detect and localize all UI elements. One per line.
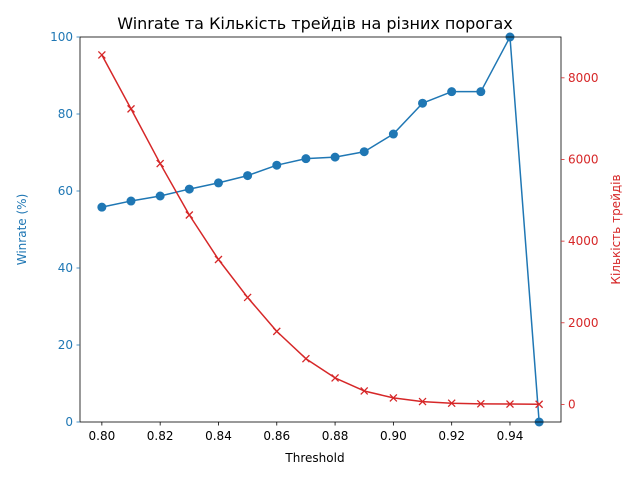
series-1-point: [418, 98, 428, 108]
series-2-line: [101, 54, 540, 405]
series-2-point: [331, 373, 340, 382]
x-tick-label: 0.94: [497, 429, 524, 443]
series-2-point: [156, 159, 165, 168]
series-2-point: [272, 327, 281, 336]
series-2-point: [214, 255, 223, 264]
series-2-point: [185, 211, 194, 219]
series-2-point: [447, 399, 456, 408]
series-2-point: [243, 293, 252, 302]
x-tick-label: 0.86: [263, 429, 290, 443]
series-2-point: [535, 400, 544, 409]
series-1-point: [184, 184, 194, 194]
y-left-tick-label: 0: [65, 415, 73, 429]
series-2-point: [97, 51, 106, 59]
y-left-tick-label: 20: [58, 338, 73, 352]
series-2-point: [127, 104, 135, 113]
y-left-axis-label: Winrate (%): [15, 194, 29, 266]
y-left-tick-label: 100: [50, 30, 73, 44]
series-1-point: [155, 191, 165, 201]
series-2-point: [360, 387, 369, 395]
chart-title: Winrate та Кількість трейдів на різних п…: [117, 14, 513, 33]
series-2-point: [301, 354, 310, 363]
series-1-point: [476, 87, 486, 97]
y-right-axis-label: Кількість трейдів: [609, 174, 623, 284]
x-tick-label: 0.92: [438, 429, 465, 443]
series-1-point: [126, 196, 136, 206]
y-left-tick-label: 40: [58, 261, 73, 275]
y-right-tick-label: 6000: [568, 152, 599, 166]
series-1-point: [272, 160, 282, 170]
series-1-point: [388, 129, 398, 139]
x-tick-label: 0.84: [205, 429, 232, 443]
x-tick-label: 0.82: [147, 429, 174, 443]
y-left-tick-label: 80: [58, 107, 73, 121]
y-right-tick-label: 2000: [568, 316, 599, 330]
series-1-point: [301, 154, 311, 164]
series-1-point: [213, 178, 223, 188]
x-axis-label: Threshold: [284, 451, 344, 465]
y-right-tick-label: 4000: [568, 234, 599, 248]
series-2-point: [506, 400, 514, 408]
y-right-tick-label: 0: [568, 397, 576, 411]
x-tick-label: 0.90: [380, 429, 407, 443]
plot-area: [80, 37, 561, 422]
series-1-line: [101, 36, 540, 423]
series-2-point: [418, 397, 427, 406]
series-1-point: [330, 152, 340, 162]
series-1-point: [243, 171, 253, 181]
y-left-tick-label: 60: [58, 184, 73, 198]
series-1-point: [359, 147, 369, 157]
axes-layer: 0.80 0.82 0.84 0.86 0.88 0.90 0.92 0.94 0 20 40 60 8…: [50, 30, 598, 443]
series-2-point: [476, 399, 485, 408]
series-1-point: [97, 202, 107, 212]
x-tick-label: 0.88: [322, 429, 349, 443]
y-right-tick-label: 8000: [568, 71, 599, 85]
series-1-point: [447, 87, 457, 97]
x-tick-label: 0.80: [89, 429, 116, 443]
series-2-point: [389, 393, 398, 402]
plot-frame: [79, 36, 562, 423]
